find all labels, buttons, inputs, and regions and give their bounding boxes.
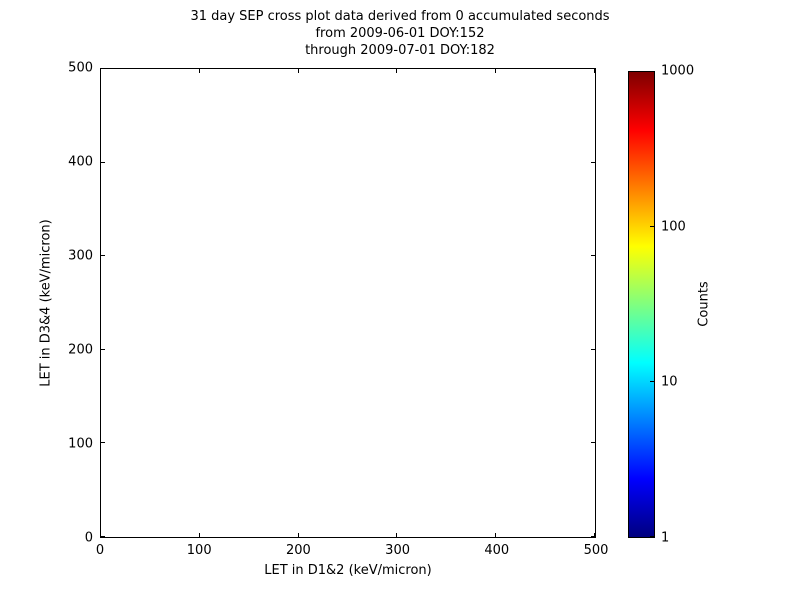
colorbar-tick-mark: [650, 225, 654, 227]
x-tick-mark: [198, 533, 200, 537]
x-tick-mark: [495, 69, 497, 73]
y-tick-mark: [101, 68, 105, 69]
x-tick-mark: [396, 69, 398, 73]
x-tick-mark: [100, 69, 101, 73]
x-tick-mark: [396, 533, 398, 537]
x-tick-mark: [594, 533, 595, 537]
x-tick-labels: 0 100 200 300 400 500: [96, 543, 609, 559]
colorbar-tick-mark: [650, 71, 654, 72]
colorbar-tick-mark: [650, 536, 654, 537]
y-tick-label: 200: [68, 342, 93, 358]
y-tick-mark: [101, 255, 105, 257]
y-tick-mark: [591, 536, 595, 537]
colorbar: [628, 71, 655, 538]
y-tick-mark: [591, 255, 595, 257]
colorbar-gradient: [629, 71, 654, 537]
x-axis-label: LET in D1&2 (keV/micron): [264, 563, 432, 578]
colorbar-tick-label: 100: [661, 219, 686, 235]
y-tick-mark: [591, 161, 595, 163]
x-tick-label: 500: [583, 543, 609, 558]
y-tick-label: 100: [68, 436, 93, 452]
colorbar-tick-label: 1000: [661, 63, 695, 79]
x-tick-label: 200: [285, 543, 311, 558]
colorbar-tick-mark: [650, 380, 654, 382]
colorbar-label: Counts: [696, 281, 712, 327]
chart-title: 31 day SEP cross plot data derived from …: [190, 9, 610, 24]
y-tick-mark: [101, 161, 105, 163]
y-tick-mark: [591, 68, 595, 69]
y-tick-label: 400: [68, 154, 93, 170]
y-tick-mark: [101, 536, 105, 537]
colorbar-tick-labels: 1 10 100 1000: [661, 64, 706, 546]
x-tick-mark: [594, 69, 595, 73]
x-tick-label: 400: [484, 543, 510, 558]
x-tick-mark: [297, 69, 299, 73]
y-tick-mark: [591, 442, 595, 444]
y-tick-mark: [101, 442, 105, 444]
chart-subtitle-line-2: through 2009-07-01 DOY:182: [305, 43, 495, 58]
x-tick-label: 300: [385, 543, 411, 558]
chart-subtitle-line-1: from 2009-06-01 DOY:152: [315, 26, 485, 41]
y-tick-labels: 0 100 200 300 400 500: [0, 61, 93, 546]
x-tick-mark: [100, 533, 101, 537]
y-tick-mark: [101, 348, 105, 350]
x-tick-label: 0: [95, 543, 105, 558]
plot-area: [100, 68, 596, 538]
colorbar-tick-label: 1: [661, 530, 670, 546]
x-tick-mark: [297, 533, 299, 537]
colorbar-tick-label: 10: [661, 374, 678, 390]
x-tick-mark: [198, 69, 200, 73]
y-tick-label: 0: [84, 530, 93, 546]
x-tick-mark: [495, 533, 497, 537]
y-tick-label: 300: [68, 248, 93, 264]
y-tick-label: 500: [68, 60, 93, 76]
x-tick-label: 100: [186, 543, 212, 558]
chart-title-block: 31 day SEP cross plot data derived from …: [0, 8, 800, 59]
y-tick-mark: [591, 348, 595, 350]
